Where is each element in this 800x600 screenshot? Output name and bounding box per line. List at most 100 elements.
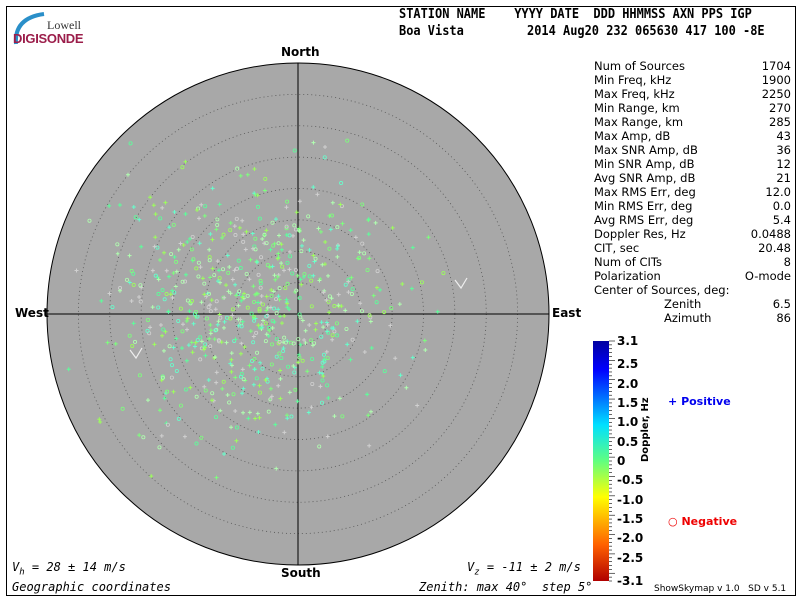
stat-value: 43 [776,129,791,143]
source-negative [350,337,355,342]
source-negative [320,378,325,383]
source-positive [137,295,142,299]
source-positive [105,340,110,345]
stat-value: 0.0 [772,199,791,213]
label-north: North [281,45,320,59]
coordinates-label: Geographic coordinates [12,580,171,594]
source-negative [339,181,344,186]
source-positive [150,268,155,273]
source-positive [270,264,275,269]
source-negative [263,321,268,326]
source-positive [321,325,326,330]
source-positive [311,140,316,145]
source-negative [254,376,259,381]
source-negative [250,359,255,364]
source-positive [152,342,157,347]
stat-label: Max RMS Err, deg [594,185,696,199]
source-positive [318,384,323,389]
source-negative [164,292,169,297]
source-positive [241,386,246,391]
source-negative [334,321,339,326]
source-negative [241,239,246,244]
source-positive [220,386,225,391]
source-negative [217,276,222,281]
source-negative [252,357,257,362]
source-positive [131,204,136,209]
source-positive [199,339,204,344]
source-negative [138,299,143,304]
source-positive [287,307,292,312]
source-negative [239,324,244,329]
source-positive [278,314,283,319]
source-negative [208,309,213,314]
source-positive [161,348,166,353]
source-positive [268,247,273,252]
source-positive [171,345,176,350]
source-negative [293,387,298,392]
source-positive [153,235,158,240]
source-positive [214,227,219,232]
source-negative [350,287,355,292]
source-negative [263,176,268,181]
source-positive [127,280,132,285]
source-positive [343,308,348,313]
source-negative [274,337,279,342]
source-positive [198,265,203,270]
source-positive [239,298,244,303]
zenith-label: Zenith [664,297,702,311]
source-positive [340,221,345,226]
source-negative [214,299,219,304]
source-negative [131,282,136,287]
source-negative [441,271,446,276]
source-positive [158,257,163,262]
source-negative [257,306,262,311]
source-negative [206,291,211,296]
source-positive [291,233,296,238]
logo-lowell: Lowell [47,18,81,32]
source-positive [368,409,373,414]
source-positive [254,291,259,296]
source-positive [288,249,293,254]
source-positive [148,325,153,330]
source-negative [309,278,314,283]
source-negative [362,251,367,256]
source-positive [224,283,229,288]
source-positive [357,250,362,255]
source-positive [349,275,354,280]
colorbar-tick-label: -2.0 [617,531,644,546]
source-positive [218,408,223,413]
source-positive [225,253,230,258]
source-negative [255,350,260,355]
source-positive [241,232,246,237]
source-positive [323,239,328,244]
source-positive [388,323,393,328]
stat-row: Max Range, km 285 [594,115,791,129]
source-positive [210,266,215,271]
source-positive [145,398,150,403]
velocity-marker [454,277,468,290]
source-negative [251,299,256,304]
source-positive [373,220,378,225]
source-negative [329,213,334,218]
colorbar-tick-label: 0 [617,454,626,468]
source-negative [157,445,162,450]
source-positive [208,322,213,327]
stat-value: 1900 [761,73,791,87]
source-negative [230,307,235,312]
source-positive [189,340,194,345]
source-negative [176,318,181,323]
source-positive [166,309,171,314]
source-positive [332,414,337,419]
source-negative [264,241,269,246]
source-positive [228,291,233,296]
colorbar-tick-label: -0.5 [617,473,644,488]
source-positive [187,309,192,314]
source-negative [162,297,167,302]
source-positive [326,273,331,278]
source-negative [257,308,262,313]
source-negative [195,314,200,319]
source-negative [237,289,242,294]
source-positive [320,371,325,376]
source-negative [285,281,290,286]
source-negative [203,388,208,393]
